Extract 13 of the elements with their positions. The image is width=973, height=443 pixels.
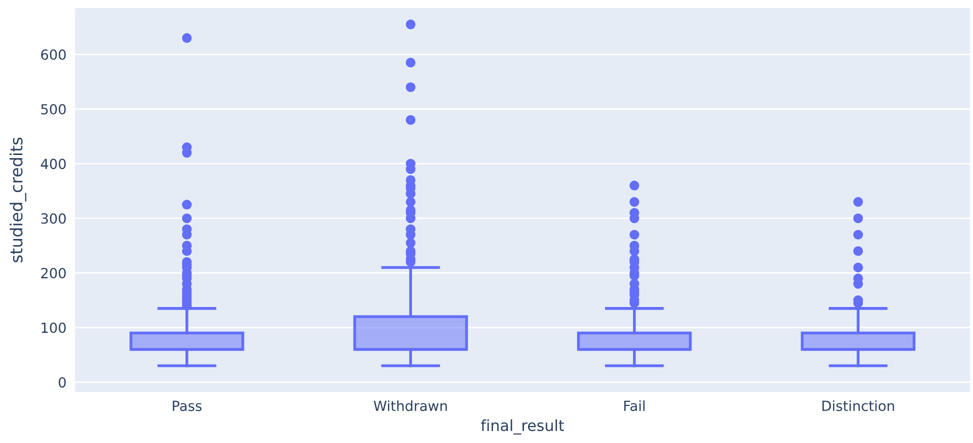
y-tick-label: 100 <box>42 322 66 334</box>
x-tick-label: Pass <box>172 400 202 412</box>
x-tick-label: Distinction <box>822 400 894 412</box>
y-tick-label: 600 <box>41 49 66 60</box>
y-tick-label: 500 <box>41 104 66 115</box>
y-axis-title: studied_credits <box>10 138 26 262</box>
y-tick-label: 200 <box>41 268 66 278</box>
y-tick-label: 0 <box>58 377 66 388</box>
x-tick-label: Withdrawn <box>374 400 447 412</box>
x-axis-title: final_result <box>480 419 564 435</box>
y-tick-label: 400 <box>40 158 66 170</box>
x-tick-label: Fail <box>624 400 645 412</box>
y-tick-label: 300 <box>41 213 66 224</box>
